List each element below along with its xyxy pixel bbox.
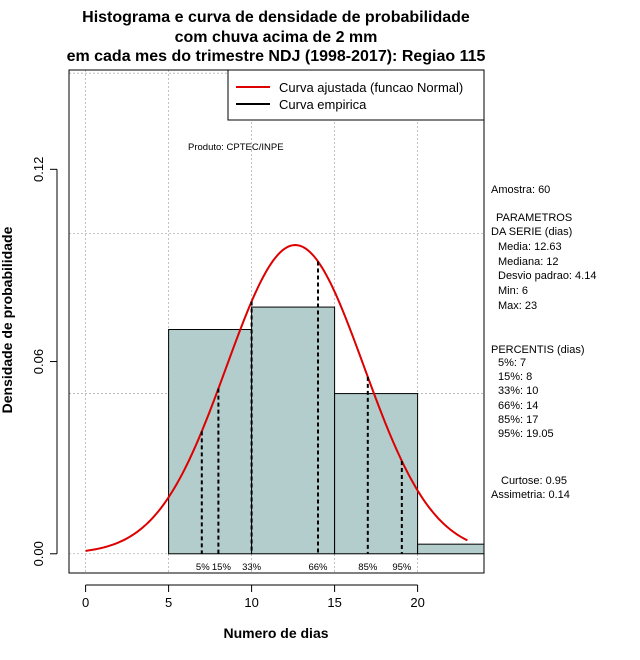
params-header-2: DA SERIE (dias)	[491, 226, 572, 238]
x-tick-label: 5	[165, 595, 172, 610]
params-header-1: PARAMETROS	[496, 212, 572, 224]
product-annotation: Produto: CPTEC/INPE	[188, 142, 284, 153]
percentile-marker-label: 33%	[242, 562, 262, 573]
sample-size: Amostra: 60	[491, 184, 550, 196]
percentile-marker-label: 66%	[308, 562, 328, 573]
legend-label-empirical: Curva empirica	[279, 97, 367, 112]
normal-curve	[85, 244, 468, 552]
normal-curve-layer	[85, 244, 468, 552]
param-max: Max: 23	[498, 300, 537, 312]
percentile-15: 15%: 8	[498, 371, 532, 383]
percentile-85: 85%: 17	[498, 414, 538, 426]
kurtosis: Curtose: 0.95	[501, 475, 567, 487]
skewness: Assimetria: 0.14	[491, 489, 570, 501]
percentile-33: 33%: 10	[498, 385, 538, 397]
x-tick-label: 10	[244, 595, 258, 610]
param-stddev: Desvio padrao: 4.14	[498, 270, 596, 282]
x-tick-label: 0	[82, 595, 89, 610]
x-tick-label: 20	[410, 595, 424, 610]
legend-box	[227, 69, 485, 121]
param-mean: Media: 12.63	[498, 241, 562, 253]
percentile-marker-label: 85%	[358, 562, 378, 573]
percentile-5: 5%: 7	[498, 357, 526, 369]
percentile-marker-label: 15%	[212, 562, 232, 573]
param-min: Min: 6	[498, 285, 528, 297]
legend-label-fitted: Curva ajustada (funcao Normal)	[279, 80, 463, 95]
chart-title-line-1: Histograma e curva de densidade de proba…	[82, 9, 470, 26]
percentile-66: 66%: 14	[498, 400, 538, 412]
chart-title-line-3: em cada mes do trimestre NDJ (1998-2017)…	[67, 48, 486, 65]
percentile-95: 95%: 19.05	[498, 428, 554, 440]
histogram-bar	[334, 393, 419, 555]
chart-title-line-2: com chuva acima de 2 mm	[175, 29, 378, 46]
x-tick-label: 15	[327, 595, 341, 610]
percentiles-header: PERCENTIS (dias)	[491, 344, 585, 356]
percentile-marker-label: 95%	[392, 562, 412, 573]
y-axis-title: Densidade de probabilidade	[0, 226, 15, 413]
y-tick-label: 0.12	[31, 157, 46, 182]
legend: Curva ajustada (funcao Normal) Curva emp…	[227, 69, 485, 121]
y-tick-label: 0.06	[31, 349, 46, 374]
histogram-bars	[168, 306, 485, 555]
histogram-bar	[251, 306, 336, 555]
stats-panel: Amostra: 60 PARAMETROS DA SERIE (dias) M…	[491, 184, 596, 501]
axes: 0 5 10 15 20 0.00 0.06 0.12	[31, 157, 425, 610]
x-axis-title: Numero de dias	[223, 625, 328, 641]
y-tick-label: 0.00	[31, 541, 46, 566]
param-median: Mediana: 12	[498, 256, 559, 268]
percentile-markers: 5% 15% 33% 66% 85% 95%	[196, 261, 412, 573]
histogram-bar	[417, 543, 485, 555]
histogram-bar	[168, 329, 253, 555]
percentile-marker-label: 5%	[196, 562, 210, 573]
